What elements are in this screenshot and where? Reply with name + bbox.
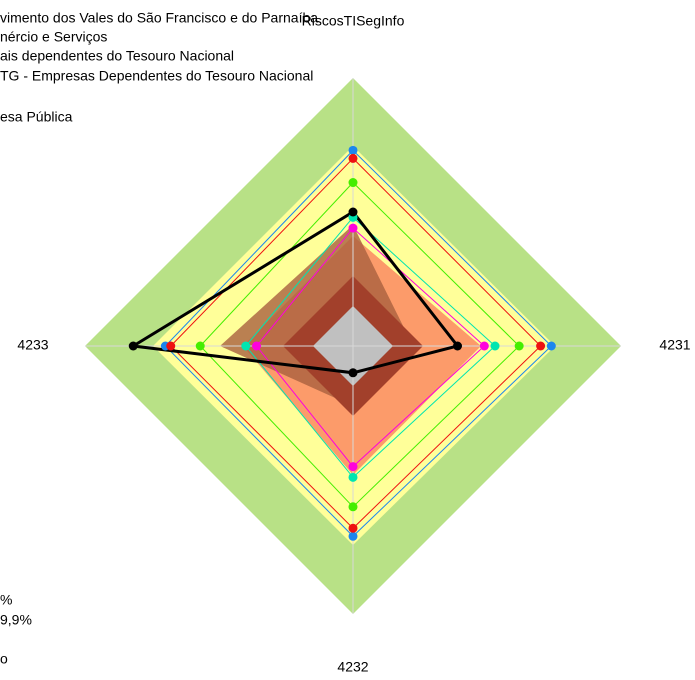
- data-point: [348, 523, 358, 533]
- data-point: [128, 341, 138, 351]
- data-point: [252, 341, 262, 351]
- data-point: [348, 502, 358, 512]
- data-point: [536, 341, 546, 351]
- axis-label: 4233: [17, 337, 48, 353]
- legend-text: TG - Empresas Dependentes do Tesouro Nac…: [0, 68, 313, 84]
- legend-text: esa Pública: [0, 109, 73, 125]
- data-point: [348, 153, 358, 163]
- legend-text: nércio e Serviços: [0, 29, 107, 45]
- data-point: [490, 341, 500, 351]
- axis-label: RiscosTISegInfo: [302, 13, 405, 29]
- data-point: [348, 145, 358, 155]
- data-point: [166, 341, 176, 351]
- data-point: [348, 472, 358, 482]
- legend-text: ais dependentes do Tesouro Nacional: [0, 48, 234, 64]
- data-point: [479, 341, 489, 351]
- data-point: [348, 178, 358, 188]
- legend-text: %: [0, 592, 12, 608]
- data-point: [348, 207, 358, 217]
- axis-label: 4232: [337, 659, 368, 675]
- data-point: [348, 462, 358, 472]
- legend-text: 9,9%: [0, 612, 32, 628]
- data-point: [241, 341, 251, 351]
- data-point: [546, 341, 556, 351]
- legend-text: o: [0, 651, 8, 667]
- data-point: [453, 341, 463, 351]
- data-point: [348, 223, 358, 233]
- data-point: [514, 341, 524, 351]
- data-point: [195, 341, 205, 351]
- axis-label: 4231: [659, 337, 690, 353]
- data-point: [348, 531, 358, 541]
- data-point: [348, 368, 358, 378]
- legend-text: vimento dos Vales do São Francisco e do …: [0, 10, 318, 26]
